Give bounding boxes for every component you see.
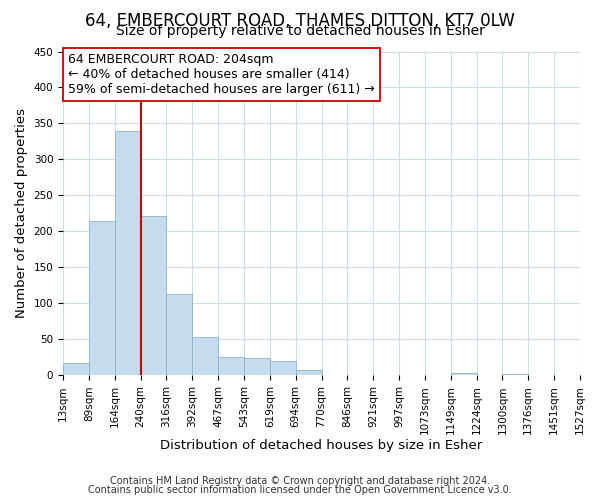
Text: 64, EMBERCOURT ROAD, THAMES DITTON, KT7 0LW: 64, EMBERCOURT ROAD, THAMES DITTON, KT7 …	[85, 12, 515, 30]
Bar	[244, 358, 270, 376]
Bar	[502, 374, 529, 376]
X-axis label: Distribution of detached houses by size in Esher: Distribution of detached houses by size …	[160, 440, 482, 452]
Bar	[192, 338, 218, 376]
Bar	[115, 130, 140, 376]
Bar	[166, 294, 192, 376]
Text: 64 EMBERCOURT ROAD: 204sqm
← 40% of detached houses are smaller (414)
59% of sem: 64 EMBERCOURT ROAD: 204sqm ← 40% of deta…	[68, 53, 375, 96]
Bar	[218, 357, 244, 376]
Text: Contains public sector information licensed under the Open Government Licence v3: Contains public sector information licen…	[88, 485, 512, 495]
Bar	[89, 220, 115, 376]
Bar	[63, 362, 89, 376]
Text: Size of property relative to detached houses in Esher: Size of property relative to detached ho…	[116, 24, 484, 38]
Bar	[140, 216, 166, 376]
Bar	[270, 361, 296, 376]
Bar	[296, 370, 322, 376]
Text: Contains HM Land Registry data © Crown copyright and database right 2024.: Contains HM Land Registry data © Crown c…	[110, 476, 490, 486]
Y-axis label: Number of detached properties: Number of detached properties	[15, 108, 28, 318]
Bar	[451, 374, 476, 376]
